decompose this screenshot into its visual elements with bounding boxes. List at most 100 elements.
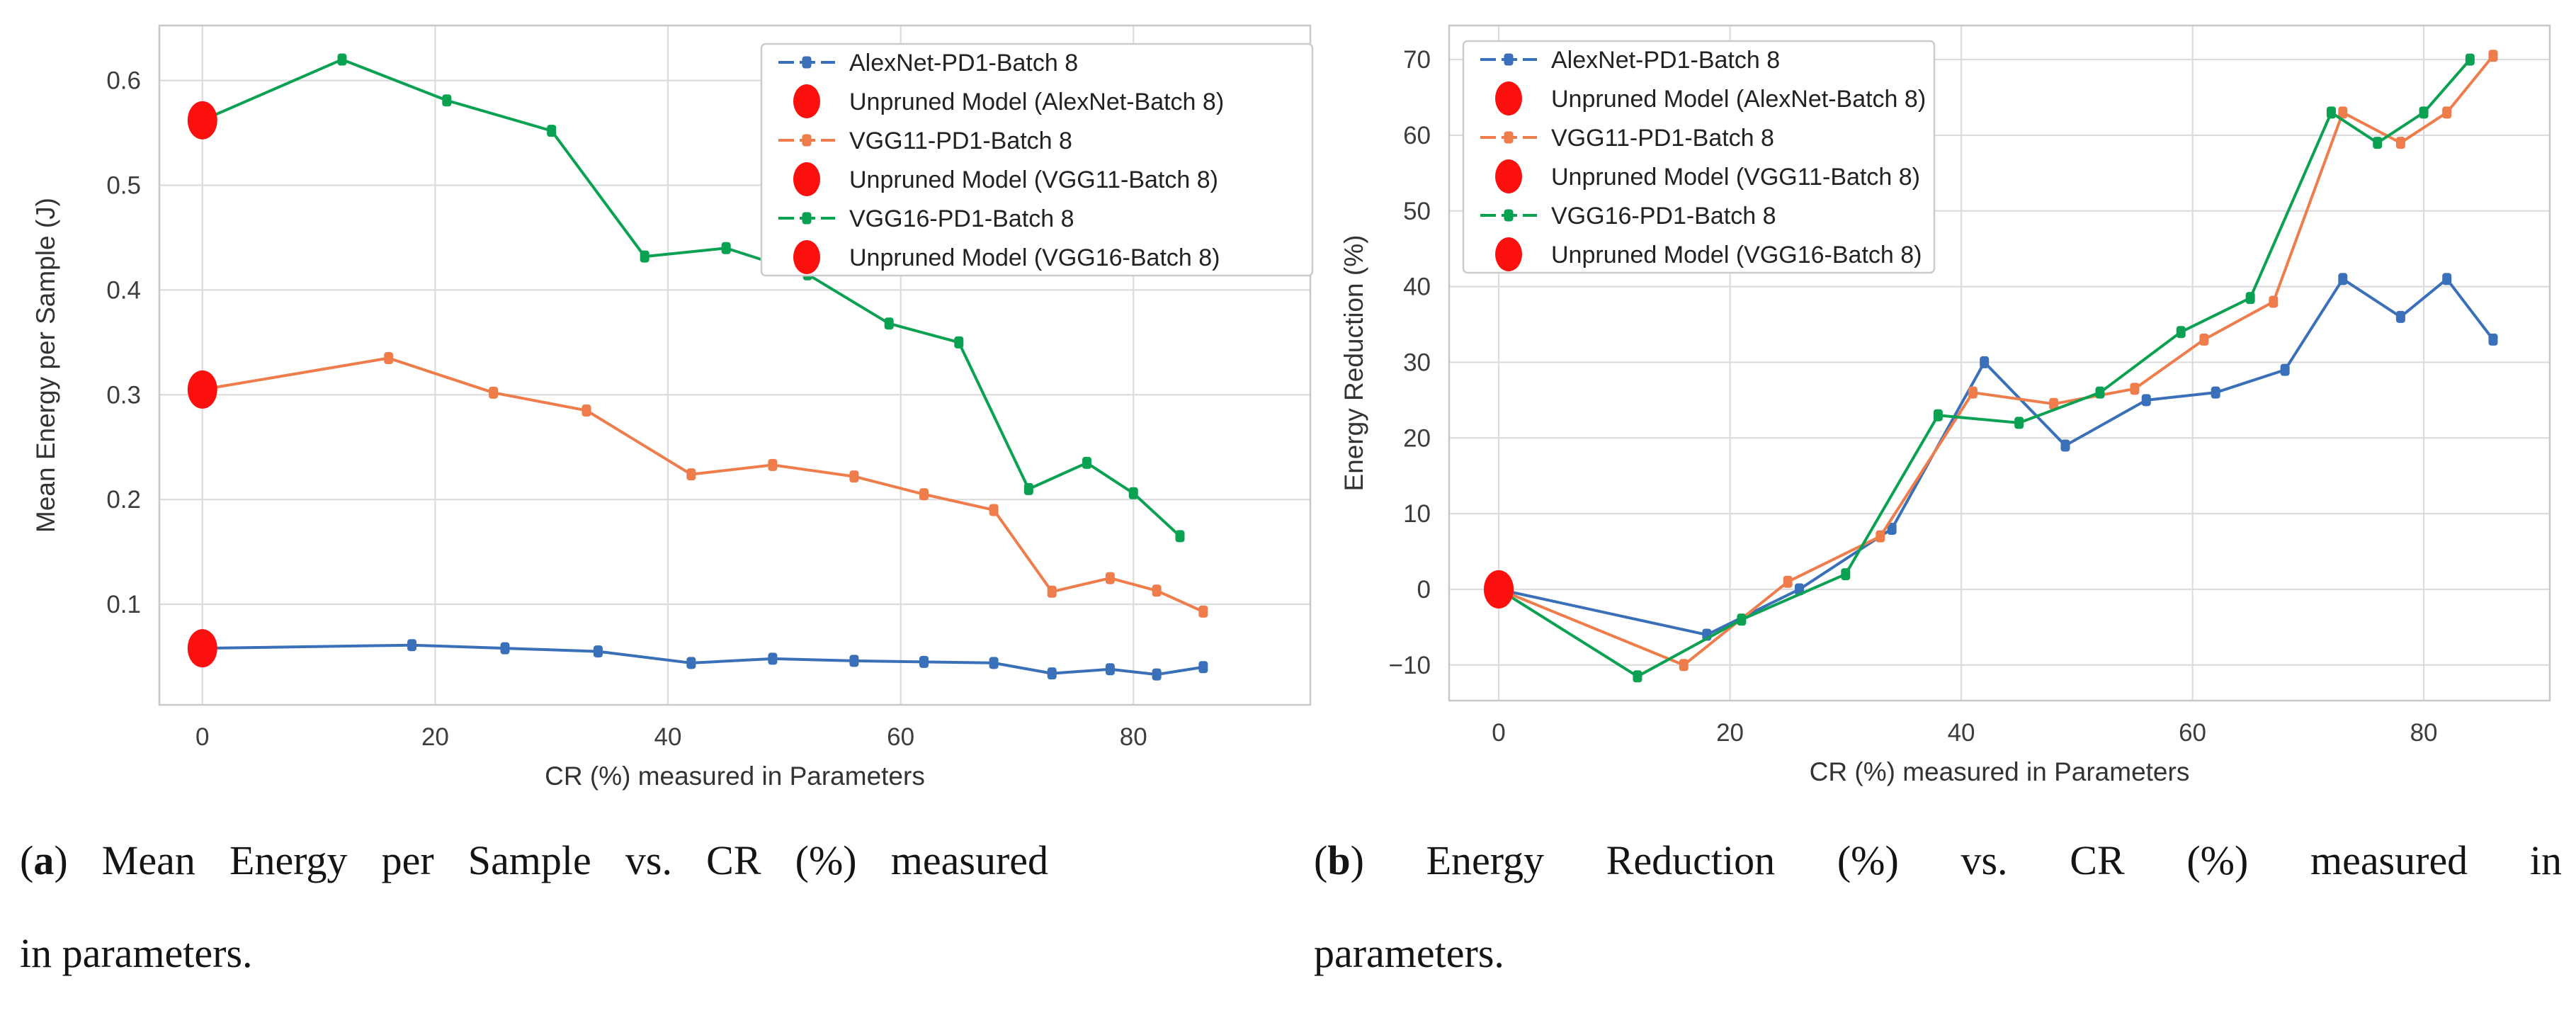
data-point-alexnet [768, 652, 778, 665]
caption-b-paren-close: ) [1350, 837, 1364, 883]
data-point-vgg16 [1023, 482, 1033, 495]
x-tick-label: 60 [887, 723, 914, 751]
caption-b-paren-open: ( [1314, 837, 1328, 883]
x-tick-label: 60 [2179, 719, 2206, 747]
data-point-vgg16 [1841, 568, 1851, 581]
legend-marker-sample [1504, 131, 1514, 144]
legend-marker-sample [1504, 209, 1514, 222]
data-point-alexnet [686, 657, 696, 669]
data-point-vgg11 [1047, 585, 1057, 598]
data-point-vgg11 [2395, 137, 2405, 149]
data-point-alexnet [2442, 273, 2452, 285]
legend-label: VGG16-PD1-Batch 8 [849, 205, 1074, 232]
data-point-vgg16 [721, 242, 731, 254]
data-point-vgg16 [2095, 386, 2105, 399]
y-tick-label: 0 [1417, 576, 1431, 604]
legend-dot-sample [1495, 81, 1522, 115]
caption-b-line2: parameters. [1314, 929, 1504, 976]
data-point-alexnet [1047, 667, 1057, 680]
unpruned-dot [187, 370, 217, 409]
caption-a: (a) Mean Energy per Sample vs. CR (%) me… [20, 837, 1048, 977]
x-tick-label: 0 [195, 723, 209, 751]
charts-canvas: 0 20 40 60 80 0.1 0.2 0.3 0.4 0.5 0.6 CR (%) measur… [31, 24, 2551, 791]
legend-label: VGG16-PD1-Batch 8 [1551, 203, 1776, 230]
data-point-vgg11 [1152, 584, 1162, 597]
data-point-vgg11 [2199, 333, 2209, 346]
data-point-vgg11 [2130, 383, 2140, 395]
caption-a-line1: (a) Mean Energy per Sample vs. CR (%) me… [20, 837, 1048, 885]
x-axis-label: CR (%) measured in Parameters [1810, 757, 2190, 786]
data-point-vgg11 [686, 468, 696, 481]
data-point-vgg16 [640, 250, 649, 263]
chart-b: 0 20 40 60 80 −10 0 10 20 30 40 50 60 70 CR (%) measur… [1339, 24, 2551, 786]
data-point-alexnet [2488, 333, 2498, 346]
legend-marker-sample [1504, 53, 1514, 66]
y-tick-label: −10 [1389, 652, 1431, 679]
data-point-alexnet [2280, 363, 2290, 376]
data-point-vgg11 [489, 386, 499, 399]
data-point-vgg16 [1128, 487, 1138, 499]
legend-dot-sample [1495, 159, 1522, 193]
caption-b-line1: (b) Energy Reduction (%) vs. CR (%) meas… [1314, 837, 2562, 885]
legend-label: Unpruned Model (VGG16-Batch 8) [849, 244, 1220, 271]
legend-dot-sample [793, 84, 820, 118]
data-point-alexnet [1887, 522, 1897, 535]
legend-box [760, 43, 1314, 277]
data-point-alexnet [1152, 668, 1162, 681]
data-point-vgg16 [1737, 613, 1747, 626]
y-tick-label: 40 [1403, 273, 1431, 301]
data-point-alexnet [1105, 663, 1115, 676]
data-point-vgg11 [2442, 106, 2452, 119]
x-tick-label: 80 [1120, 723, 1147, 751]
data-point-vgg16 [2014, 417, 2024, 429]
data-point-vgg11 [1679, 659, 1689, 672]
legend-dot-sample [793, 240, 820, 274]
data-point-alexnet [2395, 310, 2405, 323]
data-point-alexnet [989, 657, 999, 669]
caption-a-paren-open: ( [20, 837, 34, 883]
data-point-vgg11 [768, 458, 778, 471]
legend-label: Unpruned Model (VGG16-Batch 8) [1551, 242, 1922, 268]
data-point-vgg16 [2326, 106, 2336, 119]
data-point-vgg11 [1198, 605, 1208, 618]
plot-border [158, 24, 1312, 706]
data-point-vgg16 [1082, 456, 1092, 469]
caption-a-paren-close: ) [54, 837, 68, 883]
data-point-alexnet [919, 655, 929, 668]
plot-border [1448, 24, 2551, 702]
data-point-vgg16 [954, 336, 964, 349]
y-tick-label: 0.4 [106, 276, 141, 304]
y-tick-label: 50 [1403, 198, 1431, 225]
data-point-alexnet [2338, 273, 2348, 285]
data-point-vgg16 [2373, 137, 2383, 149]
data-point-alexnet [593, 645, 603, 658]
y-tick-label: 0.1 [106, 591, 141, 618]
x-tick-label: 20 [1716, 719, 1744, 747]
legend-marker-sample [802, 212, 812, 225]
legend-dot-sample [1495, 237, 1522, 271]
legend-label: Unpruned Model (VGG11-Batch 8) [1551, 164, 1920, 191]
unpruned-dot [1484, 570, 1514, 609]
data-point-vgg11 [2049, 397, 2059, 410]
x-tick-label: 40 [654, 723, 682, 751]
x-tick-label: 0 [1492, 719, 1505, 747]
y-tick-label: 20 [1403, 424, 1431, 452]
data-point-vgg11 [989, 504, 999, 516]
y-tick-label: 0.2 [106, 486, 141, 514]
data-point-vgg11 [2338, 106, 2348, 119]
legend-label: Unpruned Model (VGG11-Batch 8) [849, 166, 1218, 193]
y-tick-label: 0.5 [106, 172, 141, 200]
y-axis-label: Energy Reduction (%) [1339, 235, 1368, 492]
data-point-vgg11 [849, 470, 859, 483]
legend-label: VGG11-PD1-Batch 8 [1551, 125, 1774, 152]
legend-label: AlexNet-PD1-Batch 8 [1551, 47, 1780, 74]
data-point-vgg11 [1968, 386, 1978, 399]
data-point-alexnet [1198, 661, 1208, 674]
chart-a: 0 20 40 60 80 0.1 0.2 0.3 0.4 0.5 0.6 CR (%) measur… [31, 24, 1314, 791]
data-point-alexnet [2141, 394, 2151, 407]
data-point-vgg11 [1783, 575, 1793, 588]
data-point-alexnet [849, 655, 859, 667]
legend-dot-sample [793, 162, 820, 196]
x-tick-label: 80 [2410, 719, 2438, 747]
